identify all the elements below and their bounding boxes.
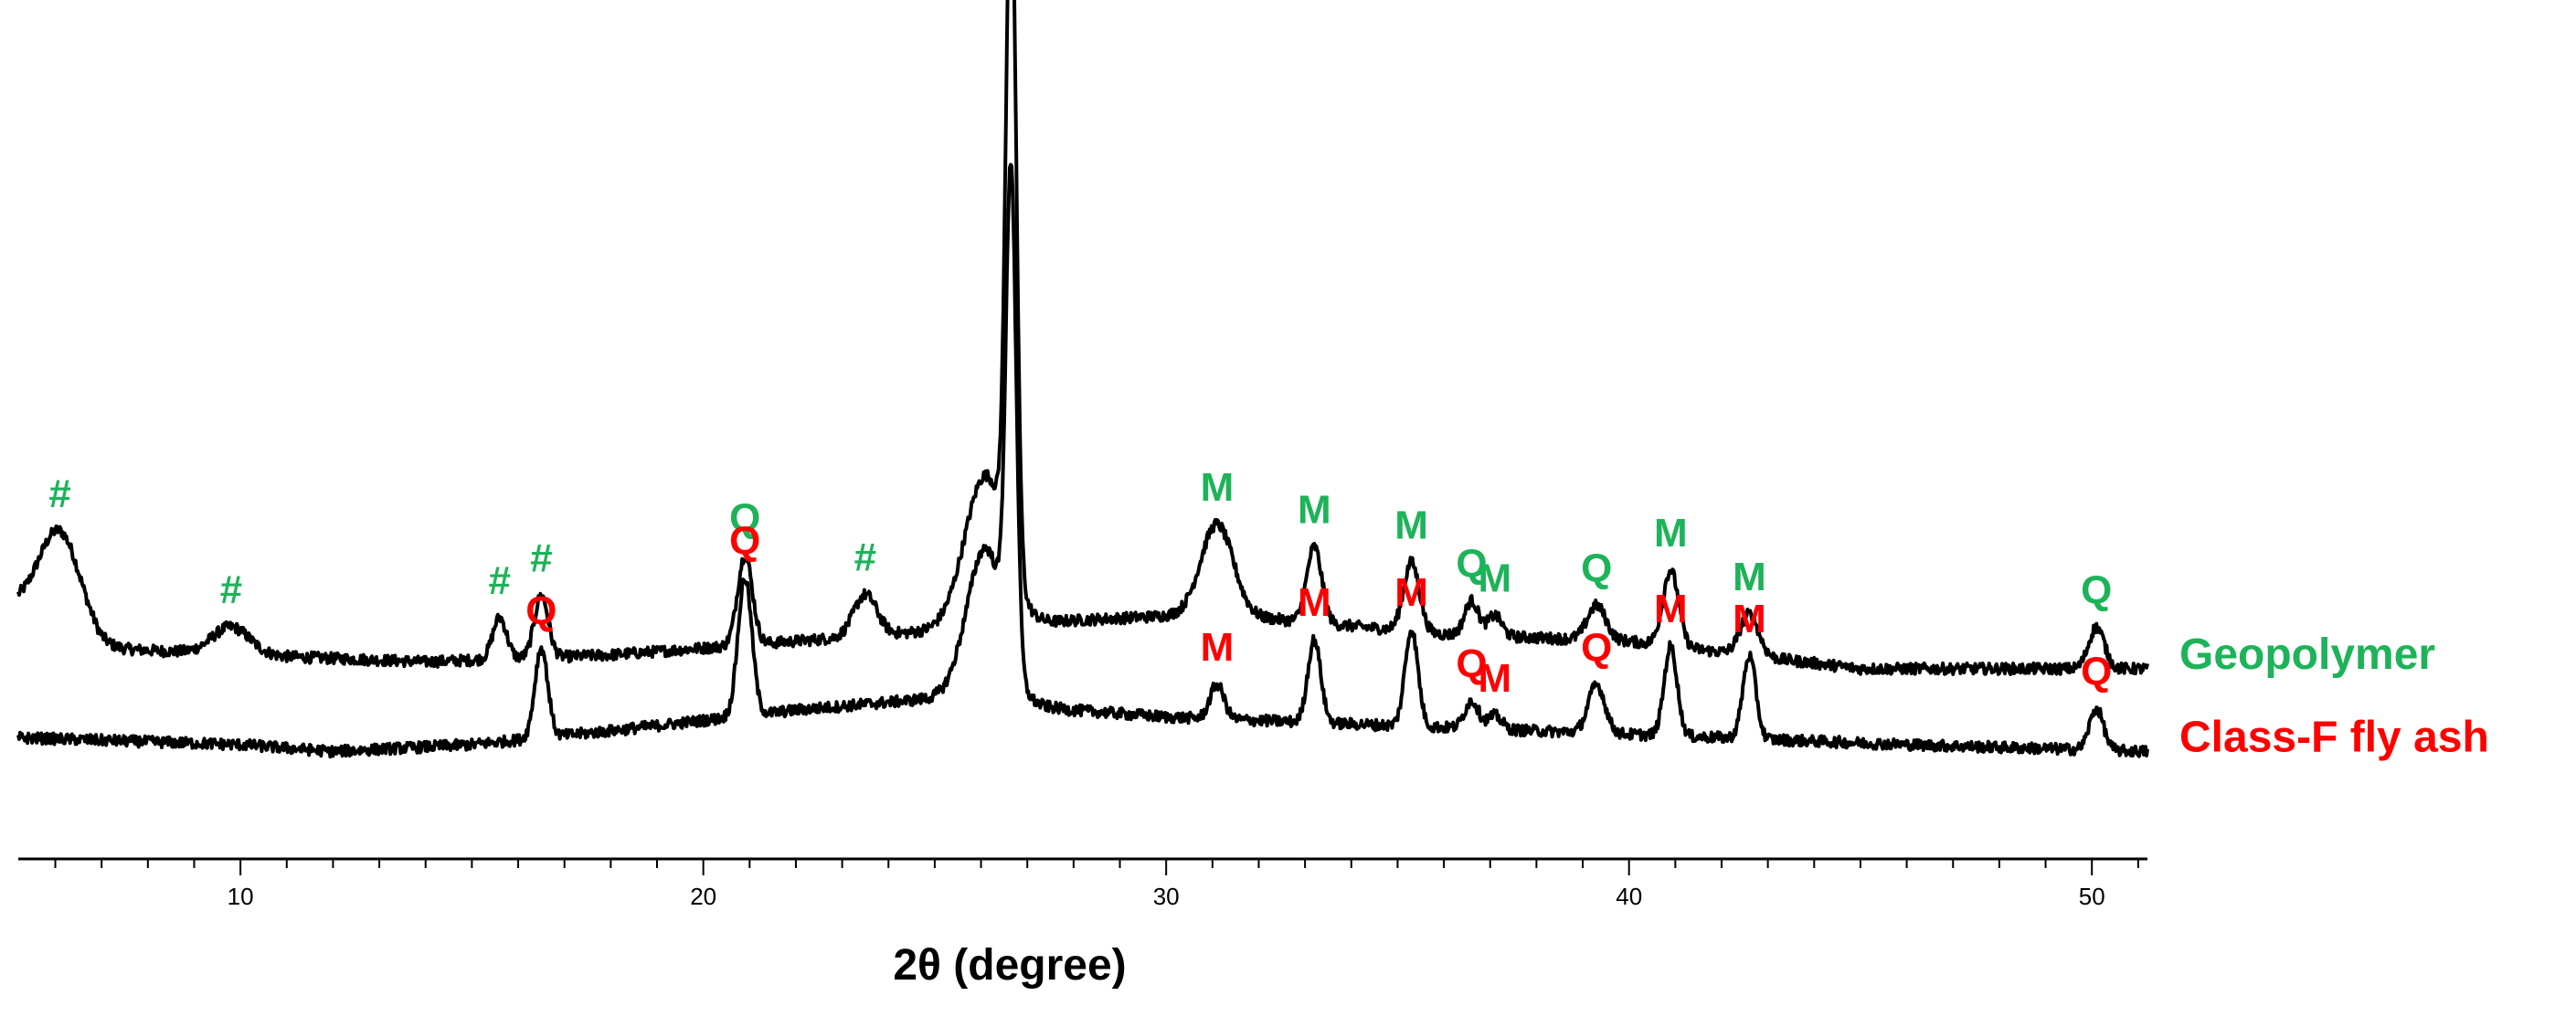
class-f-fly-ash-peak-label: M xyxy=(1298,580,1331,625)
x-axis: 10 20 30 40 50 xyxy=(18,857,2147,910)
geopolymer-peak-label: M xyxy=(1201,465,1235,510)
class-f-fly-ash-peak-label: M xyxy=(1654,587,1688,631)
geopolymer-peak-label: M xyxy=(1298,487,1331,532)
x-tick-label: 10 xyxy=(228,883,254,910)
x-tick-label: 50 xyxy=(2079,883,2105,910)
class-f-fly-ash-trace xyxy=(16,163,2149,759)
class-f-fly-ash-peak-label: Q xyxy=(1581,625,1612,670)
x-tick-label: 40 xyxy=(1616,883,1642,910)
peak-labels-group: ####Q#QMMMQMQMMQQQMMMQMQMMQ xyxy=(48,465,2112,701)
class-f-fly-ash-series-label: Class-F fly ash xyxy=(2179,713,2489,761)
class-f-fly-ash-peak-label: Q xyxy=(525,588,557,633)
geopolymer-peak-label: Q xyxy=(1456,541,1487,586)
class-f-fly-ash-peak-label: Q xyxy=(729,518,760,563)
geopolymer-peak-label: # xyxy=(530,536,552,581)
geopolymer-peak-label: M xyxy=(1394,503,1428,547)
geopolymer-trace xyxy=(16,0,2149,676)
geopolymer-peak-label: # xyxy=(48,471,70,516)
class-f-fly-ash-peak-label: Q xyxy=(1456,641,1487,686)
series-labels-group: Geopolymer Class-F fly ash xyxy=(2179,630,2489,762)
x-tick-label: 30 xyxy=(1153,883,1180,910)
x-axis-title: 2θ (degree) xyxy=(893,941,1126,990)
geopolymer-peak-label: # xyxy=(854,535,876,580)
class-f-fly-ash-peak-label: M xyxy=(1478,656,1511,701)
geopolymer-peak-label: M xyxy=(1733,555,1766,599)
geopolymer-peak-label: # xyxy=(489,558,511,603)
geopolymer-peak-label: # xyxy=(220,567,242,612)
class-f-fly-ash-peak-label: Q xyxy=(2081,650,2112,694)
geopolymer-peak-label: Q xyxy=(1581,546,1612,591)
traces-group xyxy=(16,0,2149,759)
geopolymer-peak-label: M xyxy=(1478,556,1511,600)
class-f-fly-ash-peak-label: M xyxy=(1733,597,1766,641)
class-f-fly-ash-peak-label: M xyxy=(1394,570,1428,615)
geopolymer-peak-label: Q xyxy=(729,496,760,541)
geopolymer-peak-label: M xyxy=(1654,511,1688,556)
geopolymer-series-label: Geopolymer xyxy=(2179,630,2435,679)
x-tick-label: 20 xyxy=(690,883,716,910)
geopolymer-peak-label: Q xyxy=(2081,568,2112,613)
class-f-fly-ash-peak-label: M xyxy=(1201,625,1235,670)
